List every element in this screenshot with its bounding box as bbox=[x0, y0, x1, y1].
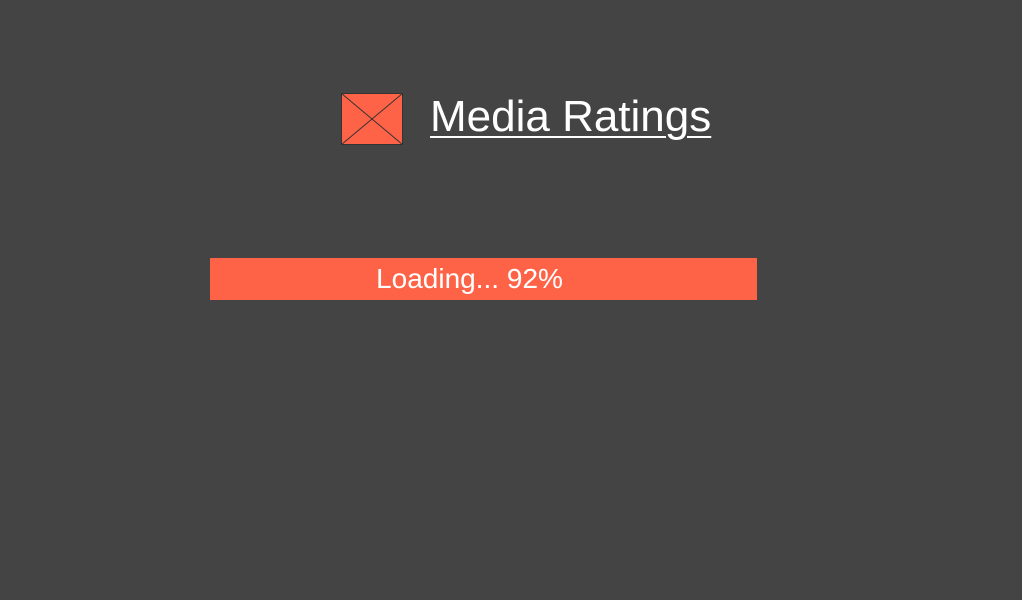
loading-progress-label: Loading... 92% bbox=[210, 258, 729, 300]
app-title[interactable]: Media Ratings bbox=[430, 92, 711, 142]
loading-progress-bar: Loading... 92% bbox=[210, 258, 805, 300]
image-placeholder-icon bbox=[341, 93, 403, 145]
